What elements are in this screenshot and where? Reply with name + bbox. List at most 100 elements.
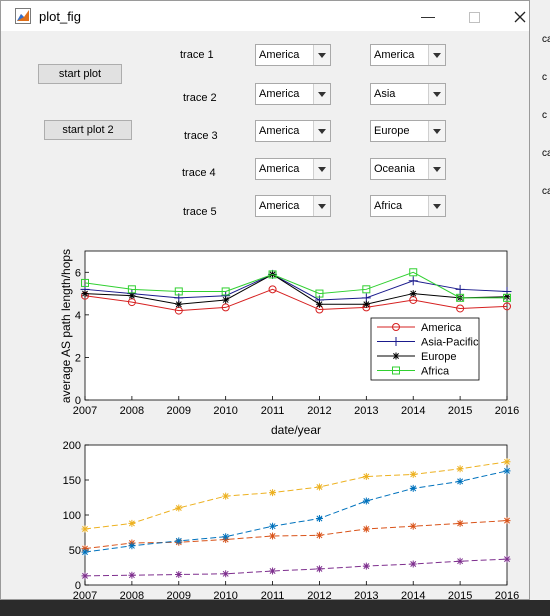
y-tick-label: 4 [75, 310, 81, 322]
data-point [362, 497, 370, 505]
data-point [456, 519, 464, 527]
chevron-down-icon[interactable] [313, 196, 330, 216]
chevron-down-icon[interactable] [428, 159, 445, 179]
dropdown-value: America [374, 49, 415, 61]
dropdown-value: America [259, 88, 300, 100]
trace-2-target-dropdown[interactable]: Asia [370, 83, 446, 105]
chevron-down-icon[interactable] [428, 84, 445, 104]
data-point [456, 304, 465, 313]
x-tick-label: 2007 [73, 405, 97, 417]
data-point [269, 522, 277, 530]
data-point [81, 278, 89, 287]
trace-1-label: trace 1 [180, 49, 214, 61]
data-point [503, 458, 511, 466]
dropdown-value: Africa [374, 200, 403, 212]
edge-fragment: ca [542, 186, 550, 197]
data-point [81, 572, 89, 580]
x-tick-label: 2015 [448, 590, 472, 599]
y-tick-label: 100 [63, 510, 81, 522]
y-tick-label: 50 [69, 545, 81, 557]
chevron-down-icon[interactable] [313, 84, 330, 104]
dropdown-value: America [259, 125, 300, 137]
chevron-down-icon[interactable] [313, 121, 330, 141]
data-point [315, 289, 324, 298]
legend: America Asia-Pacific Europe Africa [370, 317, 480, 381]
x-tick-label: 2012 [307, 590, 331, 599]
data-point [503, 293, 511, 302]
data-point [362, 562, 370, 570]
x-tick-label: 2012 [307, 405, 331, 417]
x-tick-label: 2013 [354, 405, 378, 417]
data-point [456, 465, 464, 473]
minimize-button[interactable]: — [405, 1, 451, 31]
legend-entry: Africa [421, 366, 450, 378]
trace-2-label: trace 2 [183, 92, 217, 104]
chevron-down-icon[interactable] [428, 45, 445, 65]
minimize-icon: — [421, 8, 435, 24]
trace-3-target-dropdown[interactable]: Europe [370, 120, 446, 142]
dropdown-value: America [259, 163, 300, 175]
legend-marker [392, 323, 400, 331]
x-tick-label: 2008 [120, 405, 144, 417]
close-button[interactable] [497, 1, 543, 31]
data-point [222, 533, 230, 541]
data-point [409, 484, 417, 492]
trace-4-label: trace 4 [182, 167, 216, 179]
data-point [503, 302, 511, 311]
trace-5-source-dropdown[interactable]: America [255, 195, 331, 217]
trace-3-label: trace 3 [184, 130, 218, 142]
data-point [315, 483, 323, 491]
x-tick-label: 2011 [261, 590, 285, 599]
trace-5-target-dropdown[interactable]: Africa [370, 195, 446, 217]
x-tick-label: 2010 [213, 405, 237, 417]
y-tick-label: 6 [75, 267, 81, 279]
close-icon [514, 11, 526, 23]
data-point [408, 276, 418, 286]
x-tick-label: 2014 [401, 590, 425, 599]
chevron-down-icon[interactable] [428, 196, 445, 216]
chevron-down-icon[interactable] [313, 159, 330, 179]
trace-4-target-dropdown[interactable]: Oceania [370, 158, 446, 180]
series-line-3 [84, 271, 507, 299]
maximize-button[interactable] [451, 1, 497, 31]
dropdown-value: Europe [374, 125, 410, 137]
x-tick-label: 2011 [261, 405, 285, 417]
trace-4-source-dropdown[interactable]: America [255, 158, 331, 180]
dropdown-value: Oceania [374, 163, 415, 175]
x-tick-label: 2016 [495, 405, 519, 417]
x-tick-label: 2007 [73, 590, 97, 599]
trace-3-source-dropdown[interactable]: America [255, 120, 331, 142]
legend-box [370, 317, 480, 381]
data-point [81, 525, 89, 533]
data-point [362, 473, 370, 480]
data-point [409, 290, 417, 298]
background-window-edge [530, 0, 550, 616]
y-tick-label: 200 [63, 440, 81, 452]
x-tick-label: 2015 [448, 405, 472, 417]
chevron-down-icon[interactable] [428, 121, 445, 141]
chevron-down-icon[interactable] [313, 45, 330, 65]
data-point [362, 525, 370, 533]
trace-2-source-dropdown[interactable]: America [255, 83, 331, 105]
figure-window: plot_fig — start plot start plot 2 trace… [0, 0, 530, 600]
y-tick-label: 0 [75, 395, 81, 407]
data-point [81, 548, 89, 556]
legend-entry: Europe [421, 351, 456, 363]
start-plot-2-button[interactable]: start plot 2 [44, 120, 132, 140]
trace-1-source-dropdown[interactable]: America [255, 44, 331, 66]
data-point [268, 270, 277, 279]
trace-1-target-dropdown[interactable]: America [370, 44, 446, 66]
data-point [455, 284, 465, 294]
data-point [503, 293, 511, 301]
legend-marker [392, 366, 400, 375]
data-point [315, 531, 323, 539]
x-tick-label: 2013 [354, 590, 378, 599]
series-lines [80, 268, 512, 315]
start-plot-button[interactable]: start plot [38, 64, 122, 84]
edge-fragment: c [542, 72, 547, 83]
data-point [222, 492, 230, 500]
y-tick-label: 0 [75, 580, 81, 592]
data-point [456, 293, 465, 302]
tick-marks [84, 444, 508, 586]
x-tick-label: 2009 [167, 590, 191, 599]
